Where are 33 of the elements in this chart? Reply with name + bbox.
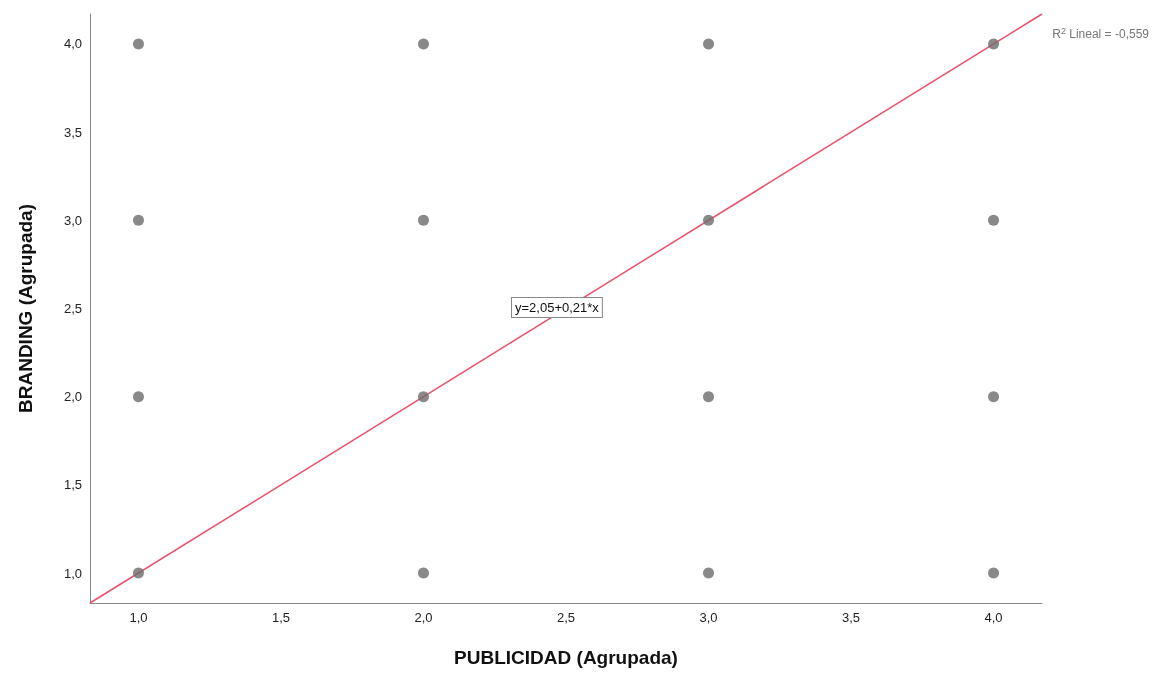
point [132,391,144,403]
point [418,38,429,50]
x-tick-label: 4,0 [984,610,1003,625]
point [988,38,1000,50]
point [988,214,1000,226]
x-tick-label: 2,0 [414,610,433,625]
point [703,214,715,226]
x-tick-label: 2,5 [556,610,576,625]
y-tick-label: 4,0 [63,36,82,52]
point [703,391,715,403]
annotation: y=2,05+0,21*x [515,300,600,315]
y-tick-label: 2,5 [63,301,82,316]
x-axis-title: PUBLICIDAD (Agrupada) [454,647,678,668]
point [418,214,429,226]
point [132,38,144,50]
y-tick-label: 3,0 [63,212,82,228]
x-tick-label: 3,0 [699,610,718,625]
point [418,567,429,579]
x-tick-label: 3,5 [841,610,861,625]
y-tick-label: 3,5 [63,124,82,140]
y-tick-label: 1,5 [63,477,82,493]
point [132,567,144,579]
point [703,38,715,50]
point [703,567,715,579]
point [132,214,144,226]
x-tick-label: 1,0 [129,610,148,625]
point [988,567,1000,579]
y-axis-title: BRANDING (Agrupada) [15,204,36,413]
y-tick-label: 1,0 [63,565,82,581]
point [988,391,1000,403]
x-tick-label: 1,5 [271,610,291,625]
point [418,391,429,403]
y-tick-label: 2,0 [63,389,82,405]
